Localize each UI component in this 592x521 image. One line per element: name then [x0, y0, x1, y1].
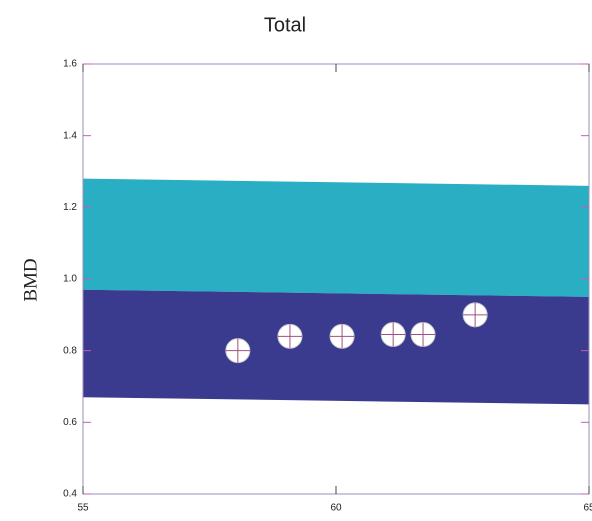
y-tick-label: 0.6 [63, 417, 77, 428]
y-tick-label: 1.2 [63, 202, 77, 213]
y-tick-label: 1.4 [63, 130, 77, 141]
x-tick-label: 65 [583, 503, 592, 514]
y-axis-label: BMD [20, 258, 41, 301]
chart-title: Total [264, 14, 306, 36]
y-tick-label: 1.0 [63, 274, 77, 285]
x-tick-label: 55 [77, 503, 89, 514]
x-tick-label: 60 [330, 503, 342, 514]
y-tick-label: 1.6 [63, 59, 77, 70]
reference-band [83, 178, 589, 297]
y-tick-label: 0.4 [63, 489, 77, 500]
y-tick-label: 0.8 [63, 345, 77, 356]
